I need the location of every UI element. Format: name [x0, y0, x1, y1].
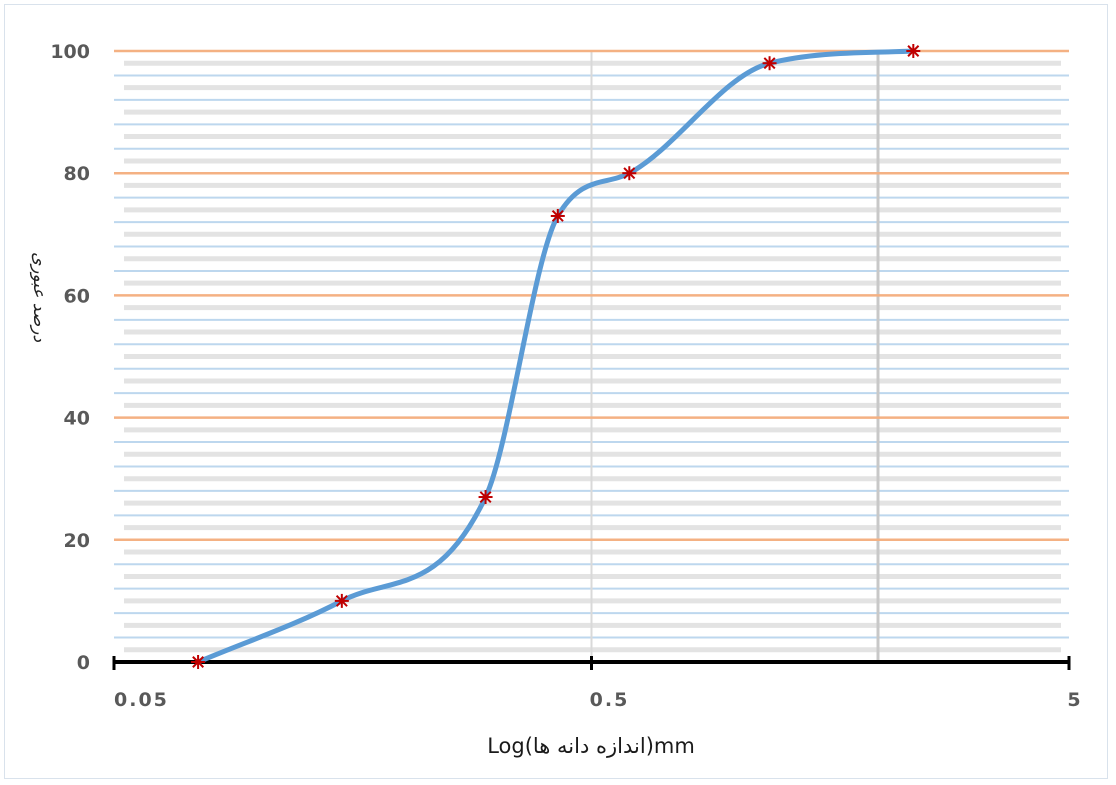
data-point-marker — [335, 594, 349, 608]
y-tick-label: 80 — [64, 163, 90, 185]
y-tick-label: 0 — [77, 652, 90, 674]
data-point-marker — [906, 44, 920, 58]
y-tick-label: 40 — [64, 408, 90, 430]
axes-layer — [114, 656, 1069, 670]
x-axis-label: Log(اندازه دانه ها)mm — [487, 734, 695, 758]
y-tick-label: 60 — [64, 285, 90, 307]
data-point-marker — [551, 209, 565, 223]
data-point-marker — [622, 166, 636, 180]
data-point-marker — [479, 490, 493, 504]
x-tick-label: 0.05 — [114, 689, 169, 711]
grid-layer — [114, 51, 1069, 662]
data-point-marker — [191, 655, 205, 669]
ticks-layer: 0 20 40 60 80 100 0.05 0.5 5 — [50, 41, 1082, 711]
x-tick-label: 0.5 — [590, 689, 630, 711]
y-axis-label: درصد عبوری — [29, 252, 49, 343]
x-tick-label: 5 — [1067, 689, 1082, 711]
y-tick-label: 20 — [64, 530, 90, 552]
y-tick-label: 100 — [50, 41, 90, 63]
data-point-marker — [763, 56, 777, 70]
